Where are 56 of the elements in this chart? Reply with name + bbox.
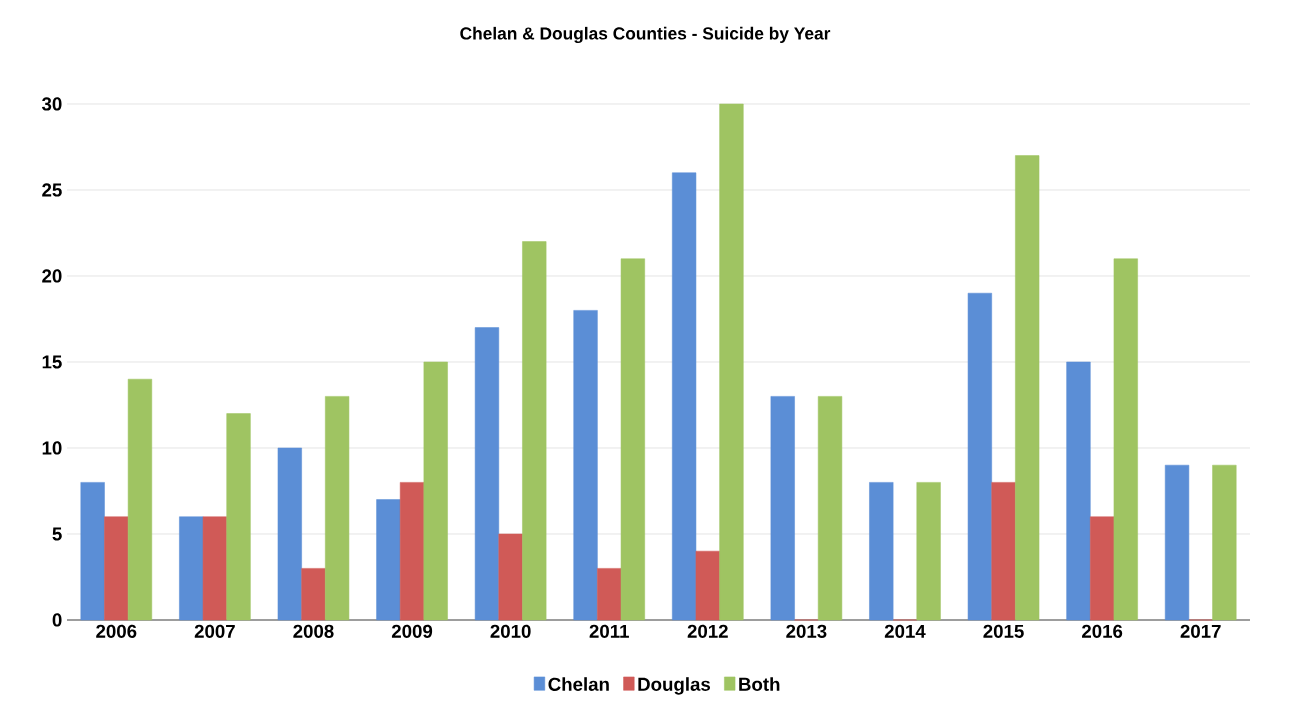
x-tick-label: 2014 xyxy=(884,624,926,638)
bar xyxy=(1212,464,1237,621)
x-tick-label: 2017 xyxy=(1180,624,1221,638)
x-tick-label: 2008 xyxy=(293,624,334,638)
bar xyxy=(399,482,425,621)
bar xyxy=(620,258,645,621)
y-tick-label: 5 xyxy=(52,527,62,541)
bar xyxy=(967,292,992,621)
bar xyxy=(695,550,720,621)
bar xyxy=(1090,516,1115,621)
bar xyxy=(1164,464,1190,621)
bar xyxy=(80,482,105,621)
bar xyxy=(817,396,843,621)
bar xyxy=(423,361,448,621)
bar xyxy=(301,568,326,621)
x-tick-label: 2011 xyxy=(589,624,629,638)
bar xyxy=(104,516,129,621)
x-tick-label: 2016 xyxy=(1082,624,1123,638)
bar xyxy=(179,516,204,621)
chart-title: Chelan & Douglas Counties - Suicide by Year xyxy=(460,26,831,44)
x-tick-label: 2013 xyxy=(786,624,827,638)
bar xyxy=(127,378,153,621)
y-tick-label: 20 xyxy=(42,269,62,283)
bar xyxy=(376,499,401,621)
bar xyxy=(498,533,523,621)
bar xyxy=(1066,361,1091,621)
x-tick-label: 2006 xyxy=(96,624,137,638)
bar xyxy=(991,482,1016,621)
y-tick-label: 25 xyxy=(42,183,62,197)
y-tick-label: 0 xyxy=(52,613,62,627)
bar xyxy=(1015,155,1040,621)
y-tick-label: 10 xyxy=(42,441,62,455)
bar xyxy=(522,241,547,621)
legend-label: Chelan xyxy=(548,677,609,691)
x-tick-label: 2007 xyxy=(194,624,235,638)
bar xyxy=(719,103,744,621)
y-tick-label: 30 xyxy=(41,97,62,111)
bar xyxy=(1113,258,1138,621)
bar xyxy=(226,413,251,621)
x-tick-label: 2009 xyxy=(391,624,433,638)
bar xyxy=(869,482,894,621)
legend-label: Douglas xyxy=(638,677,711,695)
bar xyxy=(573,310,598,621)
x-tick-label: 2010 xyxy=(490,624,531,638)
bar xyxy=(277,447,302,621)
bar xyxy=(770,396,795,621)
bar xyxy=(672,172,697,621)
x-tick-label: 2012 xyxy=(687,624,728,638)
bar xyxy=(325,396,350,621)
bar xyxy=(202,516,227,621)
x-tick-label: 2015 xyxy=(983,624,1024,638)
legend-label: Both xyxy=(739,677,780,691)
y-tick-label: 15 xyxy=(42,355,62,369)
bar xyxy=(916,482,941,621)
bar xyxy=(474,327,500,621)
bar xyxy=(597,568,622,621)
